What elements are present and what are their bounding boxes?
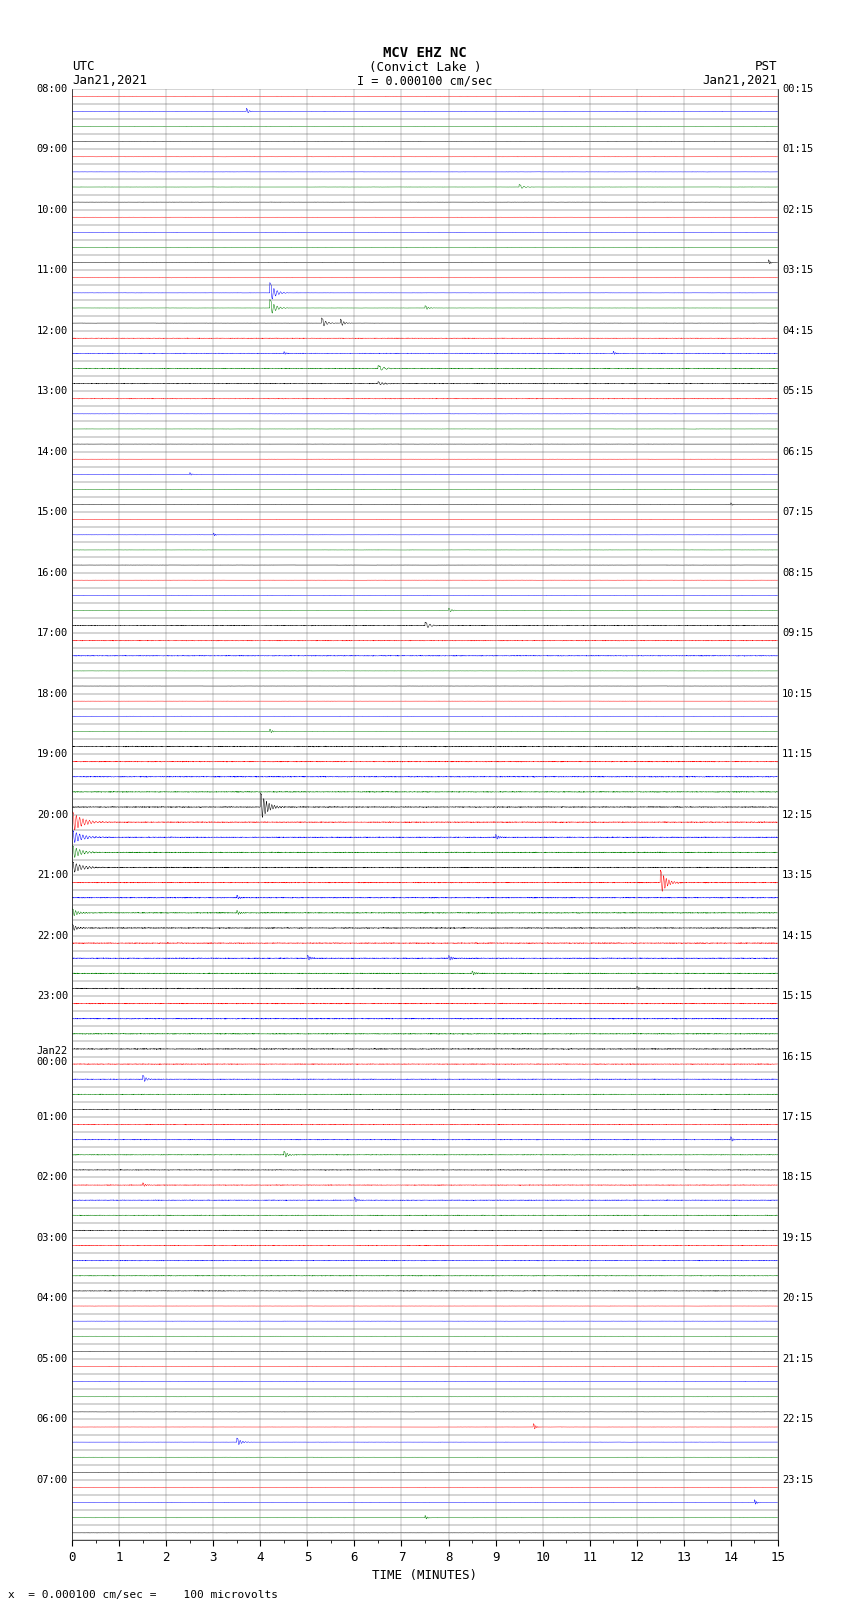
Text: UTC: UTC bbox=[72, 60, 94, 73]
Text: 19:15: 19:15 bbox=[782, 1232, 813, 1244]
Text: Jan21,2021: Jan21,2021 bbox=[703, 74, 778, 87]
Text: 15:15: 15:15 bbox=[782, 990, 813, 1002]
Text: 17:15: 17:15 bbox=[782, 1111, 813, 1123]
Text: 13:15: 13:15 bbox=[782, 869, 813, 881]
Text: 20:00: 20:00 bbox=[37, 810, 68, 819]
Text: 08:00: 08:00 bbox=[37, 84, 68, 94]
Text: 05:00: 05:00 bbox=[37, 1353, 68, 1365]
Text: 22:00: 22:00 bbox=[37, 931, 68, 940]
Text: 12:00: 12:00 bbox=[37, 326, 68, 336]
Text: 23:00: 23:00 bbox=[37, 990, 68, 1002]
Text: Jan22
00:00: Jan22 00:00 bbox=[37, 1045, 68, 1068]
Text: 01:00: 01:00 bbox=[37, 1111, 68, 1123]
Text: 06:15: 06:15 bbox=[782, 447, 813, 456]
Text: 11:15: 11:15 bbox=[782, 748, 813, 760]
Text: 12:15: 12:15 bbox=[782, 810, 813, 819]
Text: x  = 0.000100 cm/sec =    100 microvolts: x = 0.000100 cm/sec = 100 microvolts bbox=[8, 1590, 279, 1600]
Text: 04:15: 04:15 bbox=[782, 326, 813, 336]
Text: 16:00: 16:00 bbox=[37, 568, 68, 577]
Text: 22:15: 22:15 bbox=[782, 1415, 813, 1424]
Text: Jan21,2021: Jan21,2021 bbox=[72, 74, 147, 87]
Text: 09:00: 09:00 bbox=[37, 144, 68, 155]
Text: 03:15: 03:15 bbox=[782, 265, 813, 276]
Text: 11:00: 11:00 bbox=[37, 265, 68, 276]
Text: (Convict Lake ): (Convict Lake ) bbox=[369, 61, 481, 74]
Text: 02:00: 02:00 bbox=[37, 1173, 68, 1182]
Text: 02:15: 02:15 bbox=[782, 205, 813, 215]
Text: 23:15: 23:15 bbox=[782, 1474, 813, 1486]
Text: 08:15: 08:15 bbox=[782, 568, 813, 577]
Text: MCV EHZ NC: MCV EHZ NC bbox=[383, 45, 467, 60]
Text: PST: PST bbox=[756, 60, 778, 73]
Text: 00:15: 00:15 bbox=[782, 84, 813, 94]
Text: 03:00: 03:00 bbox=[37, 1232, 68, 1244]
Text: 17:00: 17:00 bbox=[37, 627, 68, 639]
Text: 07:15: 07:15 bbox=[782, 506, 813, 518]
Text: 06:00: 06:00 bbox=[37, 1415, 68, 1424]
Text: 09:15: 09:15 bbox=[782, 627, 813, 639]
Text: 05:15: 05:15 bbox=[782, 386, 813, 397]
Text: 21:15: 21:15 bbox=[782, 1353, 813, 1365]
Text: 13:00: 13:00 bbox=[37, 386, 68, 397]
Text: 19:00: 19:00 bbox=[37, 748, 68, 760]
Text: 18:00: 18:00 bbox=[37, 689, 68, 698]
Text: 18:15: 18:15 bbox=[782, 1173, 813, 1182]
Text: 15:00: 15:00 bbox=[37, 506, 68, 518]
Text: 14:00: 14:00 bbox=[37, 447, 68, 456]
Text: 21:00: 21:00 bbox=[37, 869, 68, 881]
Text: I = 0.000100 cm/sec: I = 0.000100 cm/sec bbox=[357, 74, 493, 87]
Text: 10:00: 10:00 bbox=[37, 205, 68, 215]
Text: 10:15: 10:15 bbox=[782, 689, 813, 698]
Text: 01:15: 01:15 bbox=[782, 144, 813, 155]
Text: 16:15: 16:15 bbox=[782, 1052, 813, 1061]
Text: 14:15: 14:15 bbox=[782, 931, 813, 940]
Text: 20:15: 20:15 bbox=[782, 1294, 813, 1303]
X-axis label: TIME (MINUTES): TIME (MINUTES) bbox=[372, 1569, 478, 1582]
Text: 07:00: 07:00 bbox=[37, 1474, 68, 1486]
Text: 04:00: 04:00 bbox=[37, 1294, 68, 1303]
